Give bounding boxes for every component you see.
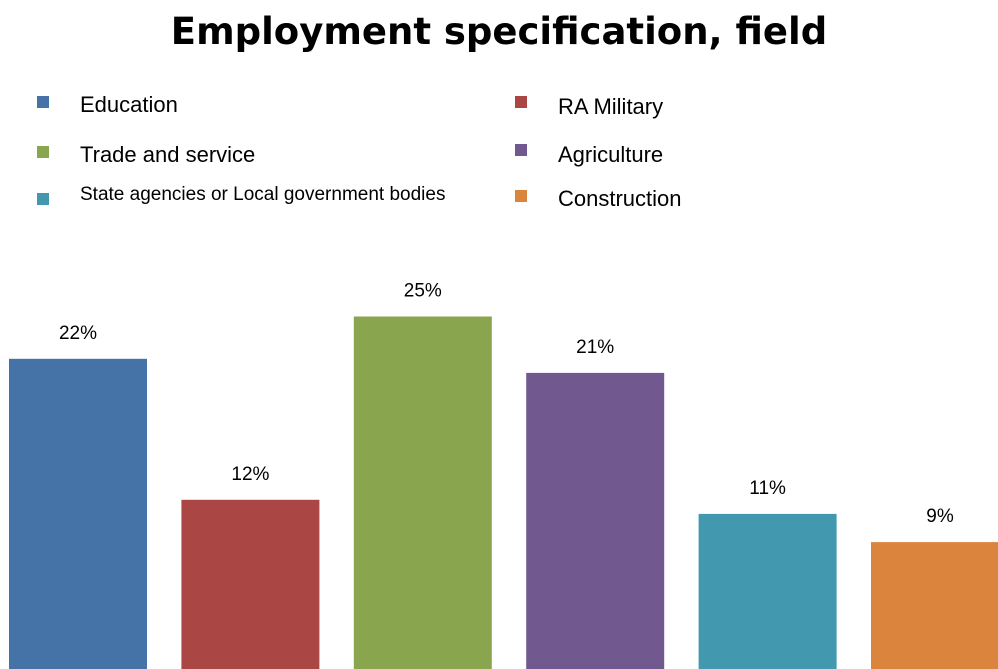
legend-label: State agencies or Local government bodie…: [80, 184, 446, 205]
chart-legend: Education Trade and service State agenci…: [0, 0, 998, 250]
bar-agriculture: [526, 372, 665, 669]
legend-swatch: [37, 146, 49, 158]
legend-swatch: [37, 193, 49, 205]
legend-label: Agriculture: [558, 142, 664, 167]
bar-education: [9, 358, 147, 669]
bar-construction: [871, 542, 998, 669]
legend-label: Education: [80, 92, 178, 117]
data-label: 22%: [59, 323, 97, 344]
legend-label: Trade and service: [80, 142, 256, 167]
data-label: 9%: [926, 506, 954, 527]
bar-trade-and-service: [353, 316, 492, 669]
legend-label: Construction: [558, 186, 682, 211]
data-label: 11%: [749, 478, 786, 499]
bar-ra-military: [181, 499, 320, 669]
data-label: 25%: [404, 281, 442, 302]
legend-swatch: [515, 96, 527, 108]
legend-swatch: [515, 190, 527, 202]
data-label: 21%: [576, 337, 614, 358]
legend-swatch: [37, 96, 49, 108]
legend-swatch: [515, 144, 527, 156]
chart-title: Employment specification, field: [170, 10, 828, 53]
data-label: 12%: [231, 464, 269, 485]
bar-state-agencies-or-local-government-bodies: [698, 513, 837, 669]
legend-label: RA Military: [558, 94, 664, 119]
